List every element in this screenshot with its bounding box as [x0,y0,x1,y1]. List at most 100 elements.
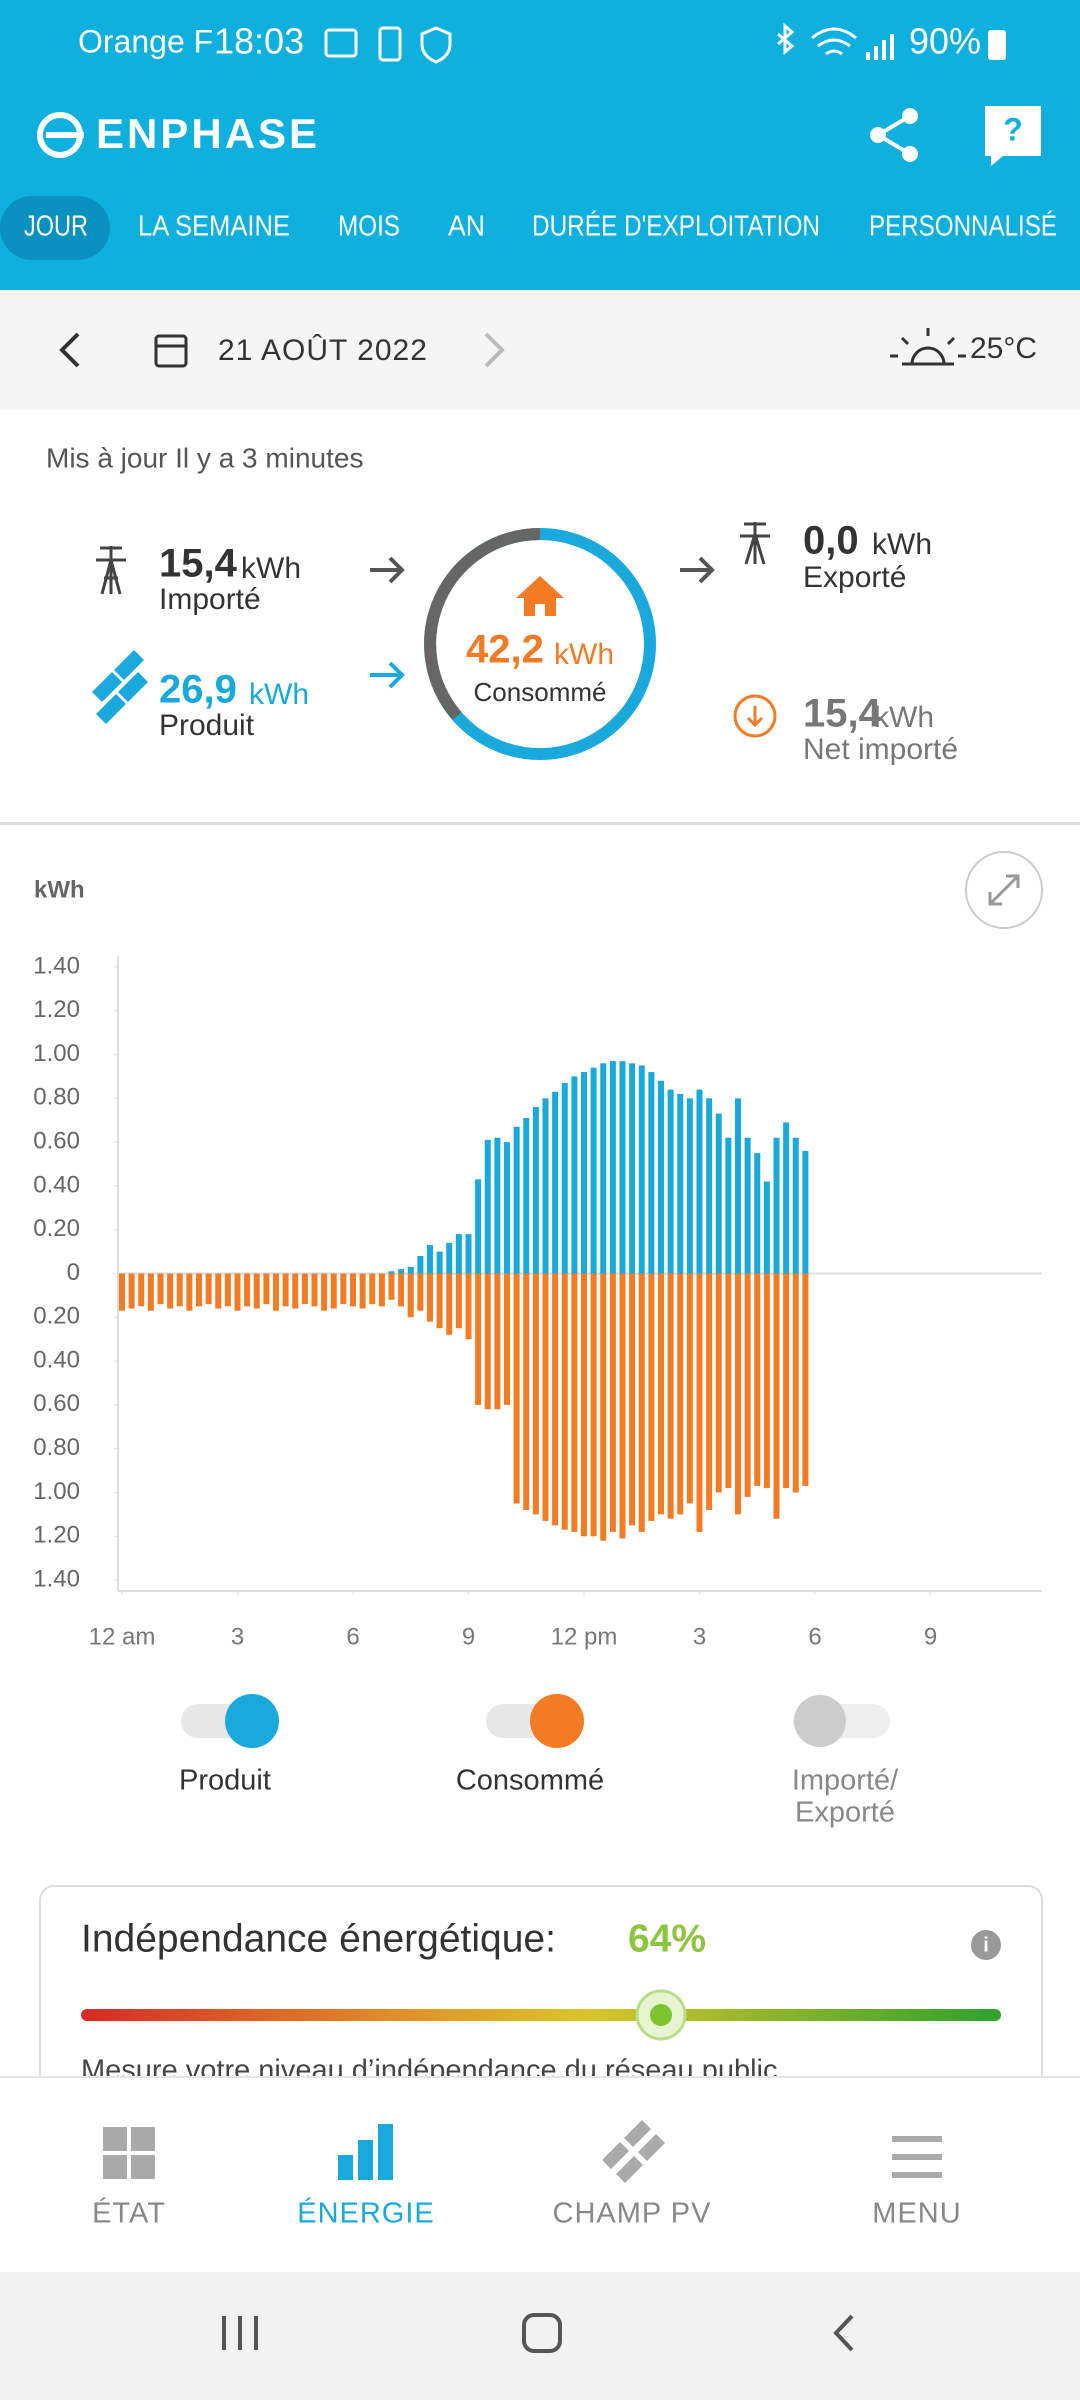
legend-label: Produit [179,1765,271,1797]
bar [658,1273,664,1515]
updated-note: Mis à jour Il y a 3 minutes [46,442,363,473]
signal-icon [866,34,894,60]
tab[interactable]: LA SEMAINE [138,211,290,243]
x-tick-label: 6 [808,1623,821,1650]
y-tick-label: 0 [67,1259,80,1286]
calendar-icon[interactable] [154,334,188,368]
exported-label: Exporté [803,561,906,594]
bar [552,1091,559,1274]
wifi-icon [811,27,857,56]
home-icon [516,576,564,616]
info-mark: i [983,1934,989,1956]
tab[interactable]: MOIS [338,211,400,243]
bar [590,1273,597,1537]
bar [686,1098,693,1274]
y-tick-label: 0.60 [33,1390,80,1417]
bar [658,1080,664,1274]
bar [590,1067,597,1274]
bar [388,1271,395,1274]
bar [581,1273,587,1537]
share-lines [876,114,912,156]
y-tick-label: 1.40 [33,952,80,979]
temperature: 25°C [970,332,1037,365]
prev-day[interactable] [59,332,80,368]
nav-item[interactable]: MENU [872,2136,961,2230]
bar [446,1273,453,1335]
nav-item[interactable]: ÉTAT [92,2127,166,2230]
expand-arrows [988,874,1020,906]
bar [407,1266,414,1274]
bar [715,1273,722,1493]
bar [494,1137,501,1274]
expand-button[interactable] [965,851,1043,929]
bar [523,1118,530,1274]
independence-value: 64% [628,1917,706,1960]
bar [744,1273,751,1497]
produced-label: Produit [159,709,255,742]
y-tick-label: 1.00 [33,1478,80,1505]
home-button[interactable] [522,2313,562,2353]
bar [244,1273,251,1307]
next-day[interactable] [484,332,505,368]
bar [783,1273,790,1489]
bar [513,1126,520,1274]
y-tick-label: 0.40 [33,1346,80,1373]
toggle-knob [225,1694,279,1748]
bar [619,1061,626,1274]
bar [273,1273,279,1311]
bar [436,1273,443,1329]
bar [600,1273,607,1541]
recent-apps[interactable] [222,2316,258,2350]
back-button[interactable] [833,2314,854,2352]
bar [706,1098,713,1274]
nav-item[interactable]: ÉNERGIE [297,2124,435,2230]
nav-icon [338,2155,353,2180]
tab[interactable]: PERSONNALISÉ [869,210,1057,243]
bar [417,1273,424,1311]
bar [234,1273,241,1311]
imported-value: 15,4 [159,542,238,586]
bar [763,1181,770,1274]
bar [638,1273,645,1532]
nav-item[interactable]: CHAMP PV [553,2120,712,2230]
bar [186,1273,193,1311]
nav-icon [103,2155,127,2179]
bar [446,1242,453,1274]
bar [167,1273,174,1309]
bar [263,1273,270,1305]
bar [147,1273,154,1311]
bar [619,1273,626,1539]
produced-unit: kWh [249,678,309,711]
net-import-icon [733,694,777,738]
bar [292,1273,299,1309]
bar [504,1273,510,1405]
bar [340,1273,347,1305]
tab[interactable]: AN [448,211,485,243]
bar [542,1273,549,1521]
info-icon[interactable] [971,1930,1001,1960]
share-button[interactable] [870,108,918,162]
battery-icon [988,30,1006,60]
consumption-ring-imported [424,528,541,720]
nav-icon [378,2124,393,2180]
bar [629,1273,636,1526]
consumed-value: 42,2 [466,628,544,672]
toggle-knob [530,1694,584,1748]
exported-unit: kWh [872,528,932,561]
export-tower-icon [740,522,770,565]
tab[interactable]: JOUR [24,211,88,243]
tab[interactable]: DURÉE D'EXPLOITATION [532,210,820,243]
bar [773,1137,780,1274]
bar [350,1273,356,1307]
bar [301,1273,308,1305]
nav-icon [892,2136,942,2142]
help-button[interactable]: ? [985,106,1041,166]
y-tick-label: 0.40 [33,1171,80,1198]
bar [455,1234,462,1274]
bar [176,1273,183,1307]
bar [196,1273,202,1307]
bar [532,1273,539,1515]
nav-icon [131,2127,155,2151]
date-bar [0,290,1080,410]
